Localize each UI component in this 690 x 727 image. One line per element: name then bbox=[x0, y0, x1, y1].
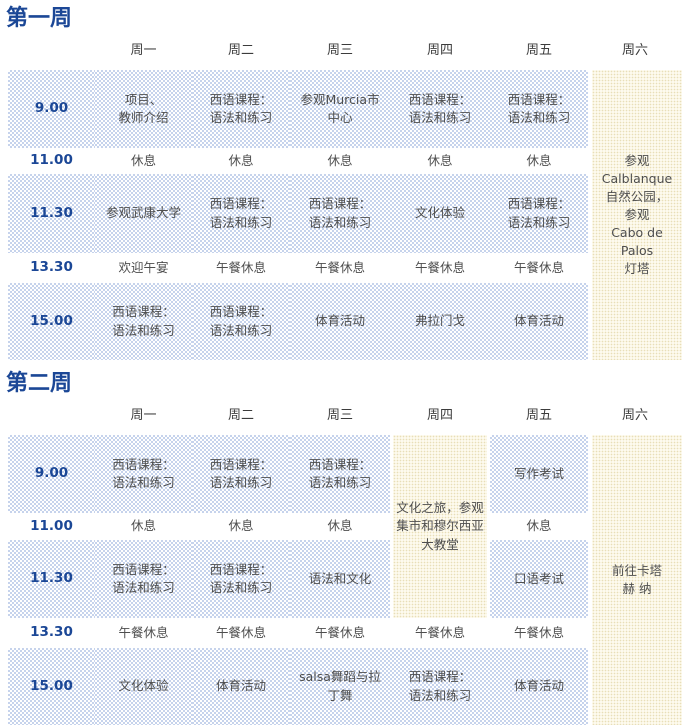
header-spacer bbox=[8, 41, 95, 61]
day-header-friday: 周五 bbox=[525, 43, 552, 58]
schedule-cell: 休息 bbox=[228, 152, 254, 168]
day-header-friday: 周五 bbox=[525, 408, 552, 423]
schedule-cell: 欢迎午宴 bbox=[118, 259, 169, 275]
week-2-title: 第二周 bbox=[6, 371, 73, 396]
time-label: 13.30 bbox=[30, 624, 73, 641]
schedule-cell: 休息 bbox=[228, 518, 254, 534]
schedule-cell: 休息 bbox=[327, 518, 353, 534]
schedule-cell: 午餐休息 bbox=[414, 259, 465, 275]
schedule-cell: 参观Murcia市 中心 bbox=[290, 70, 390, 148]
week-1-title: 第一周 bbox=[6, 6, 73, 31]
schedule-cell: 午餐休息 bbox=[513, 624, 564, 640]
time-label: 13.30 bbox=[30, 259, 73, 276]
schedule-cell: 文化体验 bbox=[390, 174, 490, 253]
schedule-cell: 休息 bbox=[526, 152, 552, 168]
week-1-section: 第一周 周一 周二 周三 周四 周五 周六 9.00 项目、 教师介绍 西语课程… bbox=[0, 0, 690, 360]
schedule-cell: 写作考试 bbox=[490, 435, 588, 513]
schedule-cell: 参观武康大学 bbox=[95, 174, 192, 253]
day-header-thursday: 周四 bbox=[426, 408, 453, 423]
day-header-saturday: 周六 bbox=[621, 408, 648, 423]
schedule-cell: 西语课程： 语法和练习 bbox=[490, 174, 588, 253]
thursday-excursion-cell: 文化之旅，参观 集市和穆尔西亚 大教堂 bbox=[390, 435, 490, 618]
day-header-monday: 周一 bbox=[130, 408, 157, 423]
schedule-cell: 西语课程： 语法和练习 bbox=[192, 70, 290, 148]
day-header-wednesday: 周三 bbox=[326, 408, 353, 423]
week-2-schedule-grid: 9.00 西语课程： 语法和练习 西语课程： 语法和练习 西语课程： 语法和练习… bbox=[8, 435, 682, 725]
schedule-cell: 语法和文化 bbox=[290, 540, 390, 618]
saturday-excursion-cell: 前往卡塔 赫 纳 bbox=[588, 435, 682, 725]
schedule-cell: 项目、 教师介绍 bbox=[95, 70, 192, 148]
schedule-cell: 午餐休息 bbox=[414, 624, 465, 640]
schedule-cell: 休息 bbox=[327, 152, 353, 168]
schedule-cell: 午餐休息 bbox=[513, 259, 564, 275]
day-header-tuesday: 周二 bbox=[227, 408, 254, 423]
day-header-tuesday: 周二 bbox=[227, 43, 254, 58]
schedule-cell: 体育活动 bbox=[490, 648, 588, 725]
schedule-cell: 弗拉门戈 bbox=[390, 283, 490, 360]
schedule-cell: 西语课程： 语法和练习 bbox=[490, 70, 588, 148]
schedule-cell: 西语课程： 语法和练习 bbox=[95, 435, 192, 513]
week-2-day-header-row: 周一 周二 周三 周四 周五 周六 bbox=[8, 406, 682, 426]
schedule-cell: 西语课程： 语法和练习 bbox=[192, 283, 290, 360]
time-label: 15.00 bbox=[8, 283, 95, 360]
week-1-schedule-grid: 9.00 项目、 教师介绍 西语课程： 语法和练习 参观Murcia市 中心 西… bbox=[8, 70, 682, 360]
schedule-cell: salsa舞蹈与拉 丁舞 bbox=[290, 648, 390, 725]
schedule-cell: 文化体验 bbox=[95, 648, 192, 725]
schedule-cell: 午餐休息 bbox=[314, 259, 365, 275]
schedule-cell: 西语课程： 语法和练习 bbox=[192, 435, 290, 513]
time-label: 15.00 bbox=[8, 648, 95, 725]
time-label: 11.30 bbox=[8, 540, 95, 618]
schedule-cell: 西语课程： 语法和练习 bbox=[95, 283, 192, 360]
week-2-section: 第二周 周一 周二 周三 周四 周五 周六 9.00 西语课程： 语法和练习 西… bbox=[0, 360, 690, 725]
day-header-thursday: 周四 bbox=[426, 43, 453, 58]
day-header-wednesday: 周三 bbox=[326, 43, 353, 58]
time-label: 11.30 bbox=[8, 174, 95, 253]
time-label: 11.00 bbox=[30, 152, 73, 169]
schedule-cell: 西语课程： 语法和练习 bbox=[192, 540, 290, 618]
saturday-excursion-cell: 参观 Calblanque 自然公园， 参观 Cabo de Palos 灯塔 bbox=[588, 70, 682, 360]
schedule-cell: 体育活动 bbox=[490, 283, 588, 360]
header-spacer bbox=[8, 406, 95, 426]
schedule-cell: 午餐休息 bbox=[118, 624, 169, 640]
week-1-day-header-row: 周一 周二 周三 周四 周五 周六 bbox=[8, 41, 682, 61]
day-header-saturday: 周六 bbox=[621, 43, 648, 58]
schedule-cell: 西语课程： 语法和练习 bbox=[95, 540, 192, 618]
schedule-cell: 休息 bbox=[427, 152, 453, 168]
schedule-cell: 休息 bbox=[526, 518, 552, 534]
schedule-cell: 体育活动 bbox=[290, 283, 390, 360]
schedule-cell: 体育活动 bbox=[192, 648, 290, 725]
schedule-cell: 口语考试 bbox=[490, 540, 588, 618]
schedule-cell: 西语课程： 语法和练习 bbox=[192, 174, 290, 253]
schedule-cell: 西语课程： 语法和练习 bbox=[290, 174, 390, 253]
time-label: 9.00 bbox=[8, 435, 95, 513]
schedule-cell: 午餐休息 bbox=[215, 259, 266, 275]
day-header-monday: 周一 bbox=[130, 43, 157, 58]
schedule-cell: 西语课程： 语法和练习 bbox=[390, 648, 490, 725]
schedule-cell: 西语课程： 语法和练习 bbox=[390, 70, 490, 148]
time-label: 9.00 bbox=[8, 70, 95, 148]
schedule-cell: 休息 bbox=[130, 518, 156, 534]
schedule-cell: 休息 bbox=[130, 152, 156, 168]
schedule-cell: 西语课程： 语法和练习 bbox=[290, 435, 390, 513]
schedule-cell: 午餐休息 bbox=[215, 624, 266, 640]
schedule-cell: 午餐休息 bbox=[314, 624, 365, 640]
time-label: 11.00 bbox=[30, 517, 73, 534]
